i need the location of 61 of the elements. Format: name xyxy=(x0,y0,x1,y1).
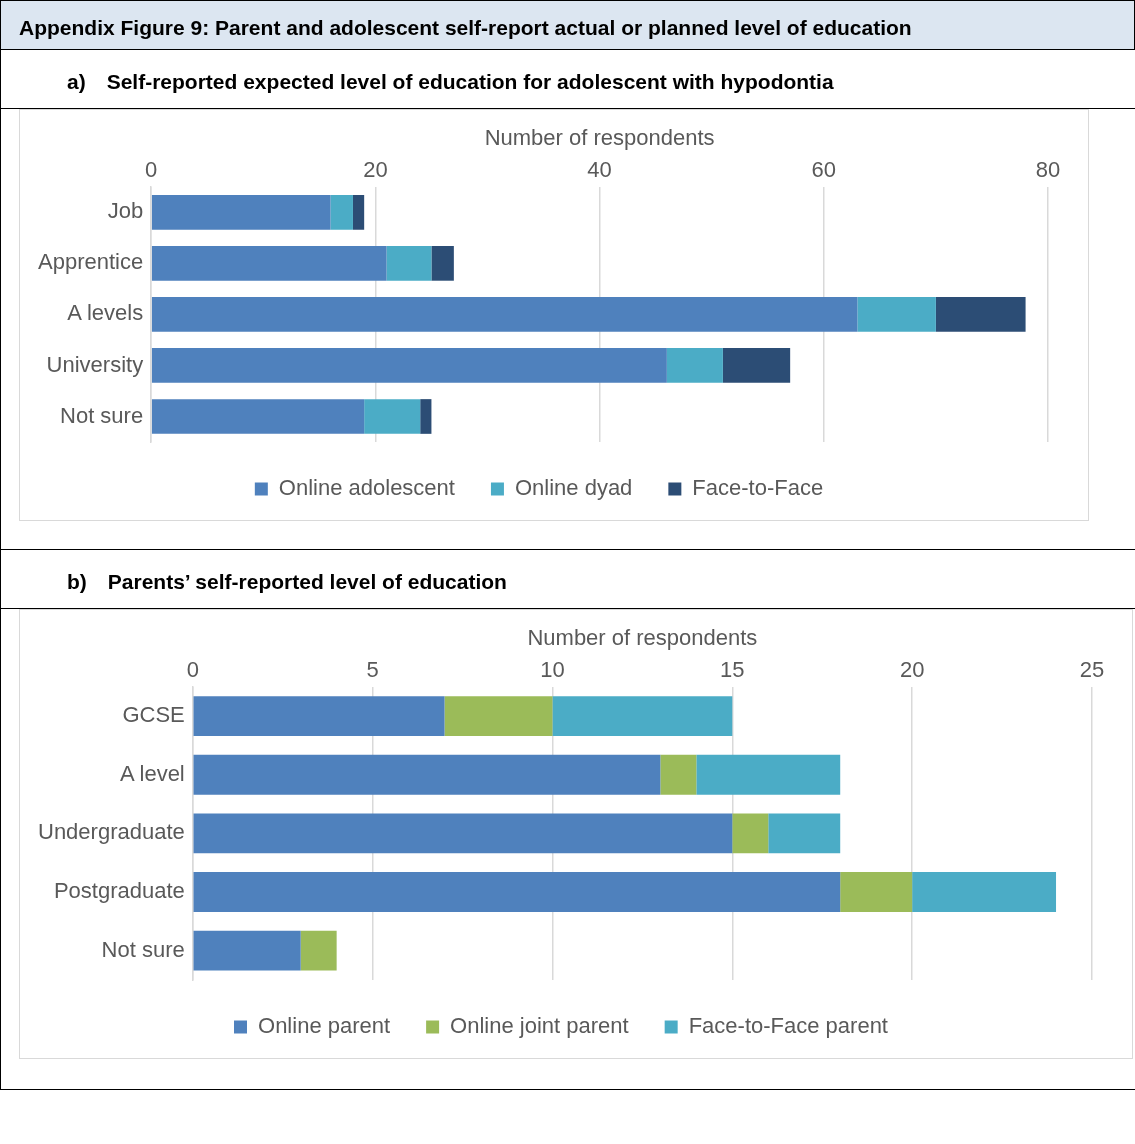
bar xyxy=(857,297,936,332)
legend-label: Face-to-Face xyxy=(692,475,824,501)
x-tick-label: 10 xyxy=(540,656,565,682)
bar xyxy=(193,813,733,854)
y-tick-label: A level xyxy=(119,761,185,787)
bar xyxy=(330,195,353,230)
x-tick-label: 20 xyxy=(363,156,388,182)
bar xyxy=(193,930,301,971)
chart-title: Appendix Figure 9: Parent and adolescent self-report actual or planned level of education xyxy=(0,0,1135,51)
bar xyxy=(193,696,445,737)
y-tick-label: Apprentice xyxy=(37,249,144,275)
bar xyxy=(431,246,454,281)
bar xyxy=(840,872,913,913)
bar xyxy=(912,872,1057,913)
x-tick-label: 80 xyxy=(1035,156,1061,182)
y-tick-label: A levels xyxy=(67,300,144,326)
bar xyxy=(193,755,661,795)
y-tick-label: Job xyxy=(107,198,144,224)
x-tick-label: 20 xyxy=(899,656,925,682)
y-tick-label: University xyxy=(46,351,144,377)
bar xyxy=(151,348,667,384)
bar xyxy=(352,195,365,230)
x-axis-title: Number of respondents xyxy=(527,625,758,651)
x-tick-label: 15 xyxy=(720,656,745,682)
y-tick-label: Not sure xyxy=(101,936,185,962)
bar xyxy=(768,813,841,854)
legend-label: Face-to-Face parent xyxy=(688,1013,888,1039)
y-tick-label: Not sure xyxy=(60,402,144,428)
bar xyxy=(732,813,769,854)
bar xyxy=(660,755,697,795)
x-tick-label: 40 xyxy=(587,156,612,182)
bar xyxy=(364,399,421,435)
bar xyxy=(193,872,841,913)
chart-title: b) Parents’ self-reported level of education xyxy=(0,549,1135,610)
bar xyxy=(552,696,733,737)
bar xyxy=(300,930,337,971)
bar xyxy=(444,696,553,737)
x-axis-title: Number of respondents xyxy=(484,125,715,151)
legend-label: Online adolescent xyxy=(278,475,455,501)
x-tick-label: 0 xyxy=(186,656,199,682)
y-tick-label: Postgraduate xyxy=(53,878,185,904)
legend-label: Online parent xyxy=(258,1013,391,1039)
y-tick-label: GCSE xyxy=(122,702,185,728)
x-tick-label: 60 xyxy=(811,156,837,182)
bar xyxy=(696,755,841,795)
bar xyxy=(151,399,365,435)
bar xyxy=(151,195,331,230)
legend-label: Online joint parent xyxy=(450,1013,629,1039)
y-tick-label: Undergraduate xyxy=(37,819,185,845)
bar xyxy=(420,399,432,435)
legend-label: Online dyad xyxy=(514,475,633,501)
bar xyxy=(151,297,858,332)
bar xyxy=(935,297,1026,332)
bar xyxy=(722,348,791,384)
bar xyxy=(151,246,387,281)
x-tick-label: 5 xyxy=(366,656,379,682)
bar xyxy=(666,348,723,384)
bar xyxy=(386,246,432,281)
x-tick-label: 25 xyxy=(1079,656,1105,682)
chart-subtitle: a) Self-reported expected level of education for adolescent with hypodontia xyxy=(0,50,1135,110)
x-tick-label: 0 xyxy=(145,156,158,182)
